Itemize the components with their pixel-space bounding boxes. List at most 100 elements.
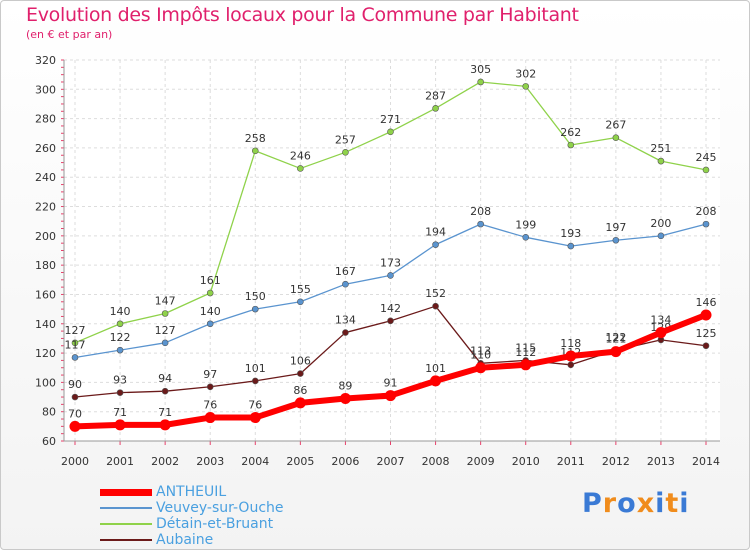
logo-letter: i [655, 488, 666, 519]
data-label-veuvey-sur-ouche: 173 [380, 256, 401, 269]
legend-label: Détain-et-Bruant [156, 516, 274, 532]
data-point-veuvey-sur-ouche [477, 220, 484, 228]
data-label-antheuil: 71 [158, 406, 172, 419]
data-point-antheuil [114, 419, 126, 431]
x-tick-label: 2010 [512, 455, 540, 468]
data-label-aubaine: 97 [203, 368, 217, 381]
y-tick-label: 320 [35, 54, 56, 67]
data-label-antheuil: 146 [696, 296, 717, 309]
data-label-d-tain-et-bruant: 258 [245, 132, 266, 145]
data-point-antheuil [294, 397, 306, 409]
data-point-aubaine [297, 370, 304, 377]
data-point-veuvey-sur-ouche [702, 220, 710, 228]
data-point-antheuil [159, 419, 171, 431]
logo-letter: P [582, 488, 603, 519]
data-label-d-tain-et-bruant: 251 [650, 142, 671, 155]
data-label-antheuil: 121 [605, 333, 626, 346]
y-tick-label: 200 [35, 230, 56, 243]
data-label-antheuil: 86 [293, 384, 307, 397]
data-point-veuvey-sur-ouche [71, 354, 79, 361]
data-point-antheuil [69, 420, 81, 432]
data-label-d-tain-et-bruant: 140 [110, 305, 131, 318]
data-label-aubaine: 122 [605, 331, 626, 344]
data-point-aubaine [161, 387, 169, 395]
data-point-aubaine [251, 377, 259, 385]
x-tick-label: 2007 [377, 455, 405, 468]
data-point-antheuil [475, 362, 487, 374]
data-label-d-tain-et-bruant: 257 [335, 133, 356, 146]
data-label-antheuil: 89 [338, 380, 352, 393]
data-label-aubaine: 94 [158, 372, 172, 385]
data-point-d-tain-et-bruant [116, 320, 124, 328]
data-point-veuvey-sur-ouche [612, 236, 620, 244]
x-tick-label: 2009 [467, 455, 495, 468]
data-label-veuvey-sur-ouche: 208 [470, 205, 491, 218]
data-label-aubaine: 142 [380, 302, 401, 315]
data-point-d-tain-et-bruant [297, 165, 304, 172]
y-tick-label: 240 [35, 171, 56, 184]
logo-letter: r [602, 488, 618, 519]
data-point-aubaine [567, 361, 575, 369]
x-tick-label: 2013 [647, 455, 675, 468]
y-tick-label: 80 [42, 406, 56, 419]
data-point-d-tain-et-bruant [71, 339, 79, 347]
data-point-antheuil [520, 359, 532, 371]
data-label-d-tain-et-bruant: 287 [425, 89, 446, 102]
data-point-d-tain-et-bruant [251, 147, 259, 155]
legend-label: ANTHEUIL [156, 484, 227, 500]
data-label-d-tain-et-bruant: 305 [470, 63, 491, 76]
data-label-veuvey-sur-ouche: 150 [245, 290, 266, 303]
data-point-aubaine [432, 302, 439, 310]
data-label-aubaine: 90 [68, 378, 82, 391]
chart-title: Evolution des Impôts locaux pour la Comm… [26, 4, 579, 26]
logo-letter: o [617, 488, 637, 519]
data-label-aubaine: 134 [335, 314, 356, 327]
data-point-antheuil [565, 350, 577, 362]
data-point-aubaine [342, 329, 349, 336]
data-label-d-tain-et-bruant: 262 [560, 126, 581, 139]
data-point-antheuil [610, 346, 622, 358]
data-point-veuvey-sur-ouche [251, 305, 259, 313]
data-point-d-tain-et-bruant [567, 141, 575, 149]
data-point-d-tain-et-bruant [342, 149, 349, 156]
data-label-antheuil: 112 [515, 346, 536, 359]
legend-label: Aubaine [156, 532, 214, 548]
data-point-d-tain-et-bruant [612, 134, 620, 141]
x-tick-label: 2005 [286, 455, 314, 468]
x-tick-label: 2012 [602, 455, 630, 468]
data-point-antheuil [385, 390, 396, 402]
data-point-d-tain-et-bruant [161, 310, 169, 317]
data-label-antheuil: 101 [425, 362, 446, 375]
data-point-antheuil [655, 327, 667, 339]
data-point-antheuil [339, 393, 351, 405]
x-tick-label: 2006 [331, 455, 359, 468]
data-label-antheuil: 76 [248, 399, 262, 412]
data-label-aubaine: 101 [245, 362, 266, 375]
data-label-veuvey-sur-ouche: 193 [560, 227, 581, 240]
data-point-aubaine [702, 342, 710, 350]
y-tick-label: 140 [35, 318, 56, 331]
data-label-veuvey-sur-ouche: 140 [200, 305, 221, 318]
data-label-veuvey-sur-ouche: 167 [335, 265, 356, 278]
logo-letter: i [679, 488, 690, 519]
data-label-antheuil: 134 [650, 314, 671, 327]
data-point-d-tain-et-bruant [657, 157, 665, 165]
data-label-aubaine: 113 [470, 344, 491, 357]
x-tick-label: 2008 [422, 455, 450, 468]
x-tick-label: 2014 [692, 455, 720, 468]
data-label-veuvey-sur-ouche: 117 [65, 338, 86, 351]
data-label-antheuil: 91 [384, 377, 398, 390]
legend-swatch [100, 539, 152, 541]
data-label-aubaine: 93 [113, 374, 127, 387]
data-point-aubaine [387, 317, 394, 325]
data-point-veuvey-sur-ouche [206, 320, 214, 328]
x-tick-label: 2002 [151, 455, 179, 468]
data-label-veuvey-sur-ouche: 200 [650, 217, 671, 230]
proxiti-logo: Proxiti [582, 488, 690, 519]
data-label-veuvey-sur-ouche: 197 [605, 221, 626, 234]
legend-label: Veuvey-sur-Ouche [156, 500, 284, 516]
data-point-antheuil [249, 412, 261, 424]
data-label-veuvey-sur-ouche: 199 [515, 218, 536, 231]
data-point-d-tain-et-bruant [522, 83, 530, 90]
data-point-veuvey-sur-ouche [657, 232, 665, 240]
